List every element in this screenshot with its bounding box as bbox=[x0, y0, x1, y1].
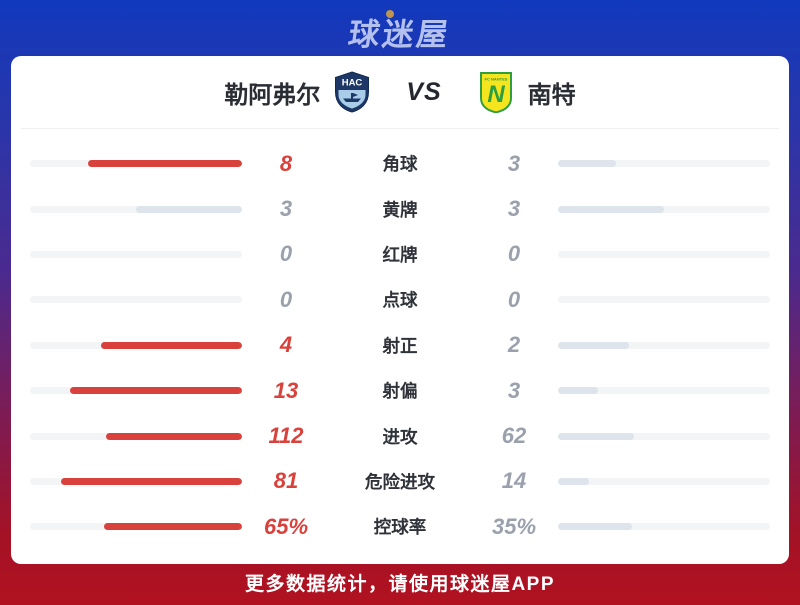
away-stat-bar-fill bbox=[558, 477, 590, 485]
stat-label: 点球 bbox=[382, 290, 418, 311]
stat-row: 8 角球 3 bbox=[30, 141, 770, 186]
home-stat-bar bbox=[30, 477, 242, 485]
home-stat-value: 8 bbox=[279, 150, 293, 176]
nantes-crest-icon: FC NANTES N bbox=[479, 72, 512, 113]
away-team-name: 南特 bbox=[527, 81, 576, 109]
stat-label: 射正 bbox=[382, 335, 418, 356]
home-stat-bar bbox=[30, 341, 242, 349]
home-stat-bar-fill bbox=[136, 205, 242, 213]
away-stat-bar bbox=[558, 387, 770, 395]
match-header: 勒阿弗尔 HAC VS FC NANTES N 南特 bbox=[21, 56, 779, 129]
home-team-name: 勒阿弗尔 bbox=[224, 81, 321, 109]
home-stat-value: 13 bbox=[273, 377, 299, 403]
stat-row: 112 进攻 62 bbox=[30, 413, 770, 458]
home-stat-bar-fill bbox=[105, 432, 242, 440]
home-stat-value: 81 bbox=[273, 468, 299, 494]
away-stat-bar bbox=[558, 341, 770, 349]
away-stat-bar-fill bbox=[558, 341, 629, 349]
away-stat-value: 3 bbox=[507, 150, 521, 176]
away-stat-bar bbox=[558, 250, 770, 258]
stat-row: 81 危险进攻 14 bbox=[30, 459, 770, 504]
away-stat-value: 3 bbox=[507, 196, 521, 222]
stat-row: 4 射正 2 bbox=[30, 323, 770, 368]
stats-list: 8 角球 3 3 黄牌 3 0 红牌 0 0 点球 0 bbox=[11, 129, 789, 550]
vs-label: VS bbox=[406, 77, 442, 106]
away-stat-value: 2 bbox=[507, 332, 521, 358]
away-stat-value: 35% bbox=[491, 513, 537, 539]
away-stat-value: 62 bbox=[501, 423, 527, 449]
stat-label: 黄牌 bbox=[382, 199, 418, 220]
home-stat-value: 112 bbox=[268, 423, 304, 449]
home-stat-bar bbox=[30, 296, 242, 304]
home-stat-bar-fill bbox=[61, 477, 242, 485]
svg-text:HAC: HAC bbox=[342, 78, 363, 89]
stat-label: 控球率 bbox=[373, 517, 427, 538]
away-stat-bar bbox=[558, 160, 770, 168]
home-stat-bar bbox=[30, 205, 242, 213]
home-stat-bar-fill bbox=[100, 341, 242, 349]
stat-row: 65% 控球率 35% bbox=[30, 504, 770, 549]
app-logo-text: 球迷屋 bbox=[346, 17, 454, 52]
stat-row: 3 黄牌 3 bbox=[30, 186, 770, 231]
home-stat-bar bbox=[30, 523, 242, 531]
stat-row: 0 点球 0 bbox=[30, 277, 770, 322]
away-stat-bar bbox=[558, 432, 770, 440]
home-stat-bar bbox=[30, 387, 242, 395]
home-stat-bar-fill bbox=[104, 523, 242, 531]
home-stat-bar bbox=[30, 432, 242, 440]
home-stat-bar bbox=[30, 160, 242, 168]
away-stat-bar-fill bbox=[558, 523, 633, 531]
away-stat-value: 0 bbox=[507, 286, 521, 312]
home-stat-bar-fill bbox=[87, 160, 242, 168]
stat-label: 射偏 bbox=[382, 381, 418, 402]
stat-label: 危险进攻 bbox=[365, 471, 435, 492]
svg-text:N: N bbox=[487, 81, 505, 108]
home-stat-value: 4 bbox=[279, 332, 293, 358]
away-stat-bar-fill bbox=[558, 432, 634, 440]
away-stat-value: 0 bbox=[507, 241, 521, 267]
stat-label: 角球 bbox=[382, 154, 418, 175]
away-stat-bar-fill bbox=[558, 387, 598, 395]
home-stat-value: 0 bbox=[279, 286, 293, 312]
home-stat-value: 3 bbox=[279, 196, 293, 222]
away-stat-bar bbox=[558, 205, 770, 213]
home-stat-bar bbox=[30, 250, 242, 258]
away-stat-bar-fill bbox=[558, 205, 664, 213]
home-stat-value: 0 bbox=[279, 241, 293, 267]
stats-card: 勒阿弗尔 HAC VS FC NANTES N 南特 8 角球 3 bbox=[11, 56, 789, 564]
away-stat-bar-fill bbox=[558, 160, 616, 168]
stat-row: 13 射偏 3 bbox=[30, 368, 770, 413]
away-stat-value: 3 bbox=[507, 377, 521, 403]
stat-label: 进攻 bbox=[382, 426, 418, 447]
app-logo: 球迷屋 bbox=[0, 9, 800, 54]
svg-text:FC NANTES: FC NANTES bbox=[484, 77, 507, 82]
away-stat-bar bbox=[558, 296, 770, 304]
footer-promo-text: 更多数据统计，请使用球迷屋APP bbox=[244, 574, 556, 595]
stat-label: 红牌 bbox=[382, 244, 418, 265]
stat-row: 0 红牌 0 bbox=[30, 232, 770, 277]
le-havre-crest-icon: HAC bbox=[335, 71, 370, 113]
away-stat-bar bbox=[558, 477, 770, 485]
home-stat-bar-fill bbox=[69, 387, 242, 395]
logo-dot-icon bbox=[386, 10, 394, 18]
home-stat-value: 65% bbox=[263, 513, 309, 539]
away-stat-value: 14 bbox=[501, 468, 527, 494]
away-stat-bar bbox=[558, 523, 770, 531]
